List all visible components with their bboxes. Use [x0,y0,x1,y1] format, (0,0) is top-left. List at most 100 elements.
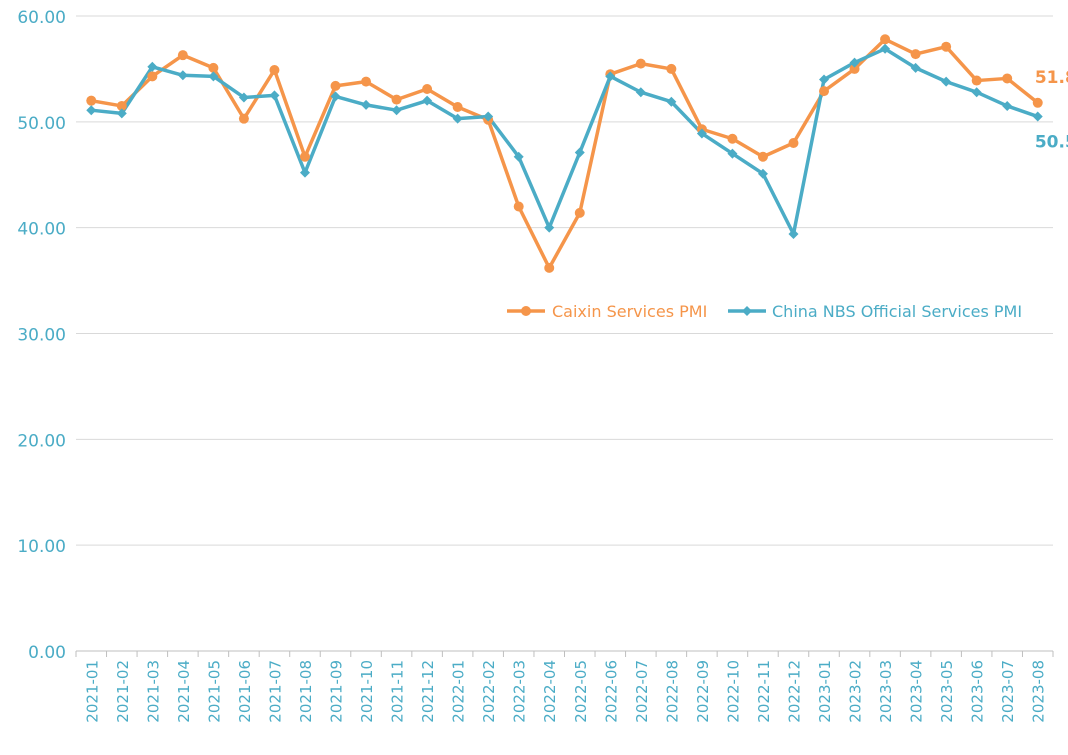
x-tick-label: 2022-04 [541,660,559,723]
x-tick-label: 2022-02 [480,660,498,723]
x-tick-label: 2022-12 [785,660,803,723]
x-tick-label: 2021-02 [114,660,132,723]
x-tick-label: 2023-03 [877,660,895,723]
data-point [483,111,494,122]
x-tick-label: 2022-03 [511,660,529,723]
x-tick-label: 2022-09 [694,660,712,723]
x-tick-label: 2022-10 [724,660,742,723]
data-point [208,71,219,82]
legend-label: Caixin Services PMI [552,302,707,321]
y-tick-label: 60.00 [17,8,66,28]
legend-marker [521,306,531,316]
series-line-0 [89,37,1040,270]
x-tick-label: 2021-01 [83,660,101,723]
data-point [819,86,830,97]
data-point [238,92,249,103]
y-tick-label: 50.00 [17,114,66,134]
data-point [544,262,555,273]
x-tick-label: 2022-05 [572,660,590,723]
data-point [574,207,585,218]
data-point [361,99,372,110]
legend: Caixin Services PMI China NBS Official Se… [507,302,1022,321]
x-tick-label: 2021-05 [205,660,223,723]
data-point [269,90,280,101]
gridlines [76,15,1053,652]
data-point [299,151,310,162]
legend-label: China NBS Official Services PMI [772,302,1022,321]
x-tick-label: 2021-04 [175,660,193,723]
legend-item: Caixin Services PMI [507,302,707,321]
x-tick-label: 2022-08 [663,660,681,723]
data-point [910,49,921,60]
data-point [86,95,97,106]
series-line-1 [89,47,1040,236]
data-point [177,50,188,61]
y-axis: 0.00 10.00 20.00 30.00 40.00 50.00 60.00 [17,8,66,663]
legend-item: China NBS Official Services PMI [728,302,1022,321]
x-tick-label: 2022-06 [602,660,620,723]
data-point [635,58,646,69]
data-point [635,87,646,98]
data-point [1002,100,1013,111]
data-point [880,34,891,45]
data-point [299,167,310,178]
y-tick-label: 10.00 [17,537,66,557]
x-tick-label: 2022-07 [633,660,651,723]
data-point [147,61,158,72]
data-point [422,95,433,106]
x-tick-label: 2021-03 [144,660,162,723]
data-point [330,91,341,102]
data-point [513,201,524,212]
data-point [727,148,738,159]
x-tick-label: 2021-12 [419,660,437,723]
x-tick-label: 2021-10 [358,660,376,723]
data-point [1032,111,1043,122]
y-tick-label: 20.00 [17,431,66,451]
x-tick-label: 2023-01 [816,660,834,723]
y-tick-label: 0.00 [28,643,66,663]
data-point [666,63,677,74]
data-point [177,70,188,81]
data-point [116,108,127,119]
data-point [849,63,860,74]
data-point [208,62,219,73]
data-point [452,113,463,124]
x-tick-label: 2022-11 [755,660,773,723]
data-point [269,64,280,75]
legend-marker [742,306,752,316]
data-point [757,151,768,162]
x-tick-label: 2021-08 [297,660,315,723]
data-point [727,133,738,144]
x-tick-label: 2022-01 [450,660,468,723]
data-point [86,105,97,116]
x-tick-label: 2021-09 [328,660,346,723]
series-lines [86,34,1043,273]
data-point [788,229,799,240]
data-point [971,87,982,98]
data-point [574,147,585,158]
data-point [1002,73,1013,84]
data-point [666,96,677,107]
data-point [971,75,982,86]
data-point [788,138,799,148]
x-tick-label: 2023-06 [969,660,987,723]
data-point [819,74,830,85]
data-point [391,94,402,105]
data-point [116,100,127,111]
data-point [147,71,158,82]
x-tick-label: 2021-07 [266,660,284,723]
data-point [849,57,860,68]
x-tick-label: 2021-06 [236,660,254,723]
x-tick-label: 2023-05 [938,660,956,723]
data-point [605,71,616,82]
data-point [910,62,921,73]
x-tick-label: 2023-04 [908,660,926,723]
data-point [513,151,524,162]
data-point [1032,97,1043,108]
data-point [361,76,372,87]
x-tick-label: 2023-02 [847,660,865,723]
end-data-label: 50.50 [1035,133,1068,153]
end-data-label: 51.80 [1035,68,1068,88]
end-labels: 51.80 50.50 [1035,68,1068,153]
